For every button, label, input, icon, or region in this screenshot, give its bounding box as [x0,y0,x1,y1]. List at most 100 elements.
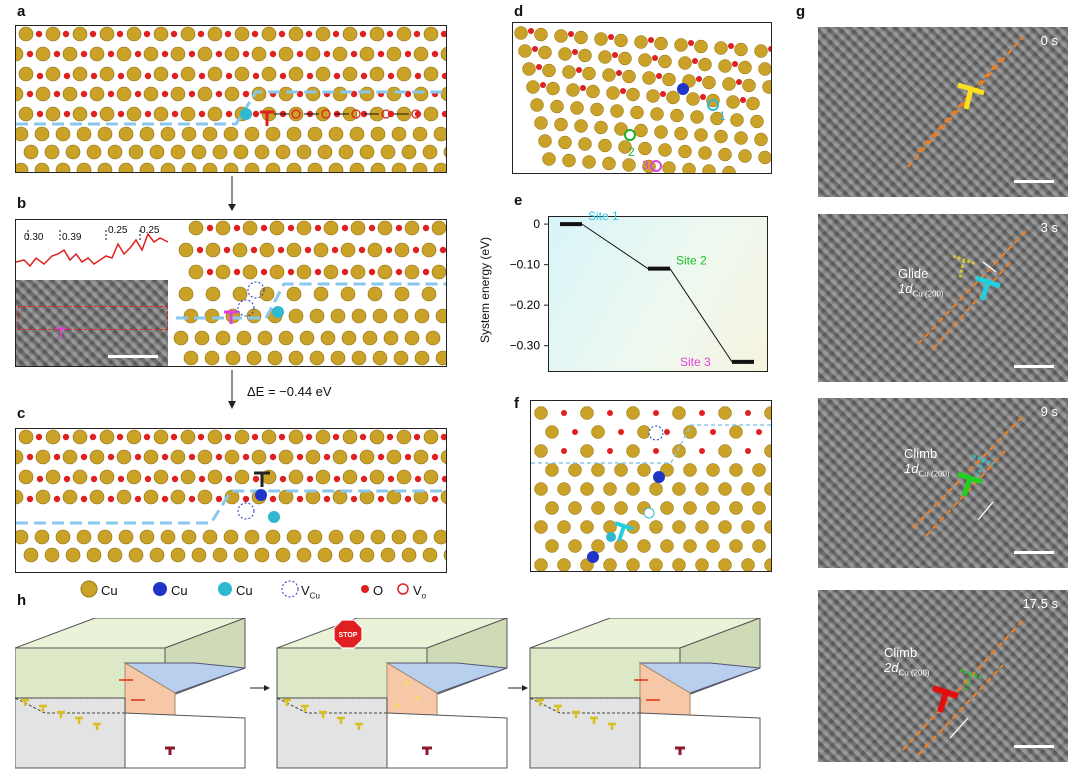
dislocation-icon [422,746,432,755]
chart-svg: 0 −0.10 −0.20 −0.30 Site 1 Site 2 Site 3 [510,209,754,369]
schematic-block [15,618,246,769]
down-arrow-icon [228,176,236,211]
legend-symbols [80,580,409,598]
legend-cu-cyan: Cu [236,583,253,598]
frame-time: 17.5 s [1022,596,1058,611]
atom-lattice [173,220,446,366]
y-tick-label: −0.10 [510,258,541,272]
profile-box: 0.30 0.39 0.25 0.25 ⊤ [16,220,168,366]
panel-label-b: b [17,195,27,212]
right-arrow-icon [522,685,528,691]
schematic-h: STOP [15,618,761,769]
schematic-block: STOP [276,618,508,769]
scale-bar [1014,745,1054,748]
scale-bar [108,355,158,358]
frame-time: 0 s [1040,33,1058,48]
panel-label-c: c [17,405,26,422]
y-tick-label: 0 [533,217,540,231]
y-tick-label: −0.20 [510,298,541,312]
atom-lattice [16,429,446,563]
panel-c-lattice [15,428,447,573]
legend-vo: Vo [413,583,427,601]
panel-label-h: h [17,592,27,609]
frame-overlay [902,619,1024,756]
site-1-number: 1 [719,109,726,123]
energy-path [581,223,649,270]
frame-time: 3 s [1040,220,1058,235]
site-2-number: 2 [628,145,635,159]
panel-label-a: a [17,3,26,20]
legend-vcu: VCu [301,583,320,601]
panel-label-d: d [514,3,524,20]
energy-change-label: ΔE = −0.44 eV [247,384,332,399]
site-1-marker [707,99,719,111]
frame-overlay [912,415,1024,537]
dislocation-icon [932,685,959,713]
stop-text: STOP [339,632,358,639]
intensity-profile [16,230,168,268]
b-value-2: 0.39 [62,232,82,243]
dislocation-icon [675,746,685,755]
atom-lattice [16,26,446,172]
site-label-2: Site 2 [676,254,707,268]
site-2-marker [624,129,636,141]
dislocation-icon: ⊤ [54,326,68,343]
dislocation-icon [975,275,1001,301]
dislocation-icon [224,310,238,324]
interface-line [531,424,771,464]
schematic-block [529,618,761,769]
site-label-3: Site 3 [680,355,711,369]
site-3-marker [650,160,662,172]
legend-cu-gold: Cu [101,583,118,598]
y-tick-label: −0.30 [510,339,541,353]
lattice-d-svg [514,26,771,173]
climb-label: Climb 1dCu (200) [904,446,950,479]
chart-plot-area [548,216,768,372]
frame-time: 9 s [1040,404,1058,419]
lattice-b-svg [173,220,446,366]
panel-b: 0.30 0.39 0.25 0.25 ⊤ [15,219,447,367]
b-value-4: 0.25 [140,225,160,236]
right-arrow-icon [264,685,270,691]
legend-o: O [373,583,384,598]
chart-ylabel: System energy (eV) [478,236,492,344]
interface-line [176,282,446,320]
down-arrow-icon [228,370,236,409]
b-value-3: 0.25 [108,225,128,236]
dislocation-icon [957,82,985,110]
site-3-number: 3 [642,158,649,172]
climb-label: Climb 2dCu (200) [884,645,930,678]
scale-bar [1014,180,1054,183]
frame-overlay [907,36,1024,168]
scale-bar [1014,365,1054,368]
tem-frame-17-5s: 17.5 s Climb 2dCu (200) [818,590,1068,762]
legend-cu-blue: Cu [171,583,188,598]
panel-d-lattice: 1 2 3 [512,22,772,174]
stop-sign-icon: STOP [333,619,363,649]
frame-overlay [917,228,1029,350]
cu-atom [240,108,252,120]
site-label-1: Site 1 [588,209,619,223]
lattice-c-svg [16,429,446,563]
tem-frame-3s: 3 s Glide 1dCu (200) [818,214,1068,382]
panel-a-lattice [15,25,447,173]
highlight-box [18,306,168,330]
panel-label-e: e [514,192,523,209]
scale-bar [1014,551,1054,554]
glide-label: Glide 1dCu (200) [898,266,944,299]
dislocation-icon [165,746,175,755]
dislocation-icon [957,471,983,497]
panel-f-lattice [530,400,772,572]
tem-inset-b: ⊤ [16,280,168,366]
energy-chart: 0 −0.10 −0.20 −0.30 Site 1 Site 2 Site 3 Syste… [470,208,775,378]
panel-label-g: g [796,3,806,20]
b-value-1: 0.30 [24,232,44,243]
lattice-a-svg [16,26,446,172]
dislocation-icon [254,471,270,487]
dislocation-icon [614,521,634,542]
tem-frame-9s: 9 s Climb 1dCu (200) [818,398,1068,568]
dislocation-icon [260,110,274,126]
interface-line [16,489,446,525]
lattice-f-svg [531,406,771,571]
energy-path [669,268,733,363]
